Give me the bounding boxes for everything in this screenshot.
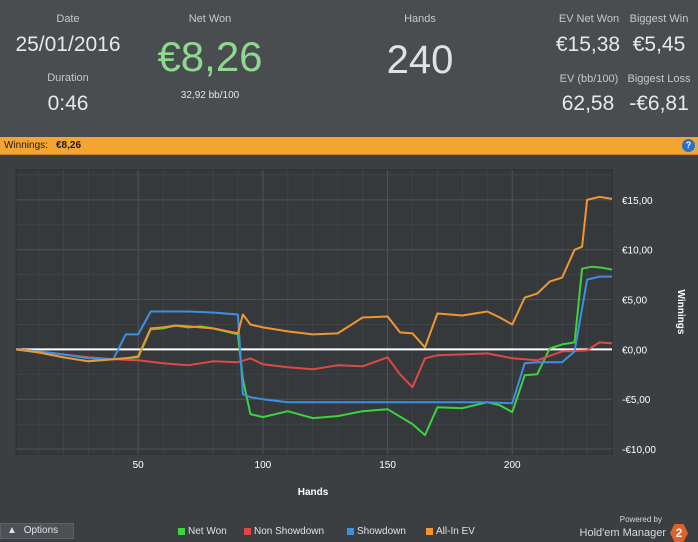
net-won-label: Net Won [188, 13, 232, 25]
ev-net-won-value: €15,38 [555, 33, 621, 56]
legend-net-won[interactable]: Net Won [178, 526, 227, 537]
date-value: 25/01/2016 [15, 33, 121, 56]
brand-badge: 2 [670, 524, 688, 542]
legend-showdown[interactable]: Showdown [347, 526, 406, 537]
net-won-swatch [178, 528, 185, 535]
help-icon[interactable]: ? [682, 139, 695, 152]
y-axis-title: Winnings [675, 290, 686, 335]
brand-logo: Powered by Hold'em Manager 2 [580, 515, 688, 542]
ev-net-won-label: EV Net Won [558, 13, 620, 25]
winnings-banner: Winnings: €8,26 ? [0, 137, 698, 155]
plot-area [15, 169, 613, 455]
ev-bb100-label: EV (bb/100) [559, 73, 619, 85]
series-line-2 [15, 275, 612, 405]
net-won-value: €8,26 [157, 33, 263, 80]
series-layer [15, 195, 613, 437]
biggest-loss-value: -€6,81 [629, 92, 689, 115]
duration-value: 0:46 [47, 92, 89, 115]
date-label: Date [56, 13, 80, 25]
hands-label: Hands [404, 13, 436, 25]
y-tick-label: €15,00 [622, 196, 653, 207]
showdown-swatch [347, 528, 354, 535]
bb100-value: 32,92 bb/100 [180, 90, 240, 101]
all-in-ev-swatch [426, 528, 433, 535]
brand-name: Hold'em Manager [579, 527, 666, 539]
series-line-1 [15, 341, 613, 389]
biggest-loss-label: Biggest Loss [627, 73, 691, 85]
duration-label: Duration [47, 72, 89, 84]
y-tick-label: -€10,00 [622, 445, 656, 456]
x-tick-label: 200 [504, 460, 521, 471]
non-showdown-swatch [244, 528, 251, 535]
legend-label: Net Won [188, 526, 227, 537]
x-tick-label: 100 [255, 460, 272, 471]
y-tick-label: €5,00 [622, 296, 647, 307]
series-line-3 [15, 195, 613, 363]
legend-non-showdown[interactable]: Non Showdown [244, 526, 324, 537]
options-label: Options [23, 525, 59, 536]
y-tick-label: -€5,00 [622, 395, 651, 406]
x-tick-label: 150 [379, 460, 396, 471]
winnings-chart: 50 100 150 200 €15,00 €10,00 €5,00 €0,00 -€5,00… [0, 155, 698, 535]
winnings-value: €8,26 [56, 140, 82, 151]
x-ticks: 50 100 150 200 [133, 460, 521, 471]
winnings-graph: 50 100 150 200 €15,00 €10,00 €5,00 €0,00 -€5,00… [15, 169, 686, 498]
winnings-label: Winnings: [4, 140, 48, 151]
y-tick-label: €10,00 [622, 246, 653, 257]
ev-bb100-value: 62,58 [561, 92, 615, 115]
options-button[interactable]: ▲ Options [0, 523, 74, 539]
y-ticks: €15,00 €10,00 €5,00 €0,00 -€5,00 -€10,00 [622, 196, 656, 456]
triangle-up-icon: ▲ [7, 525, 17, 536]
legend-label: All-In EV [436, 526, 475, 537]
legend-label: Non Showdown [254, 526, 325, 537]
x-axis-title: Hands [298, 487, 329, 498]
stats-panel: Date 25/01/2016 Duration 0:46 Net Won €8… [0, 0, 698, 137]
biggest-win-value: €5,45 [632, 33, 686, 56]
hands-value: 240 [386, 38, 454, 82]
x-tick-label: 50 [133, 460, 145, 471]
powered-by-text: Powered by [619, 515, 662, 524]
biggest-win-label: Biggest Win [629, 13, 689, 25]
legend-all-in-ev[interactable]: All-In EV [426, 526, 475, 537]
y-tick-label: €0,00 [622, 345, 647, 356]
legend-label: Showdown [357, 526, 406, 537]
gridlines [16, 170, 612, 454]
